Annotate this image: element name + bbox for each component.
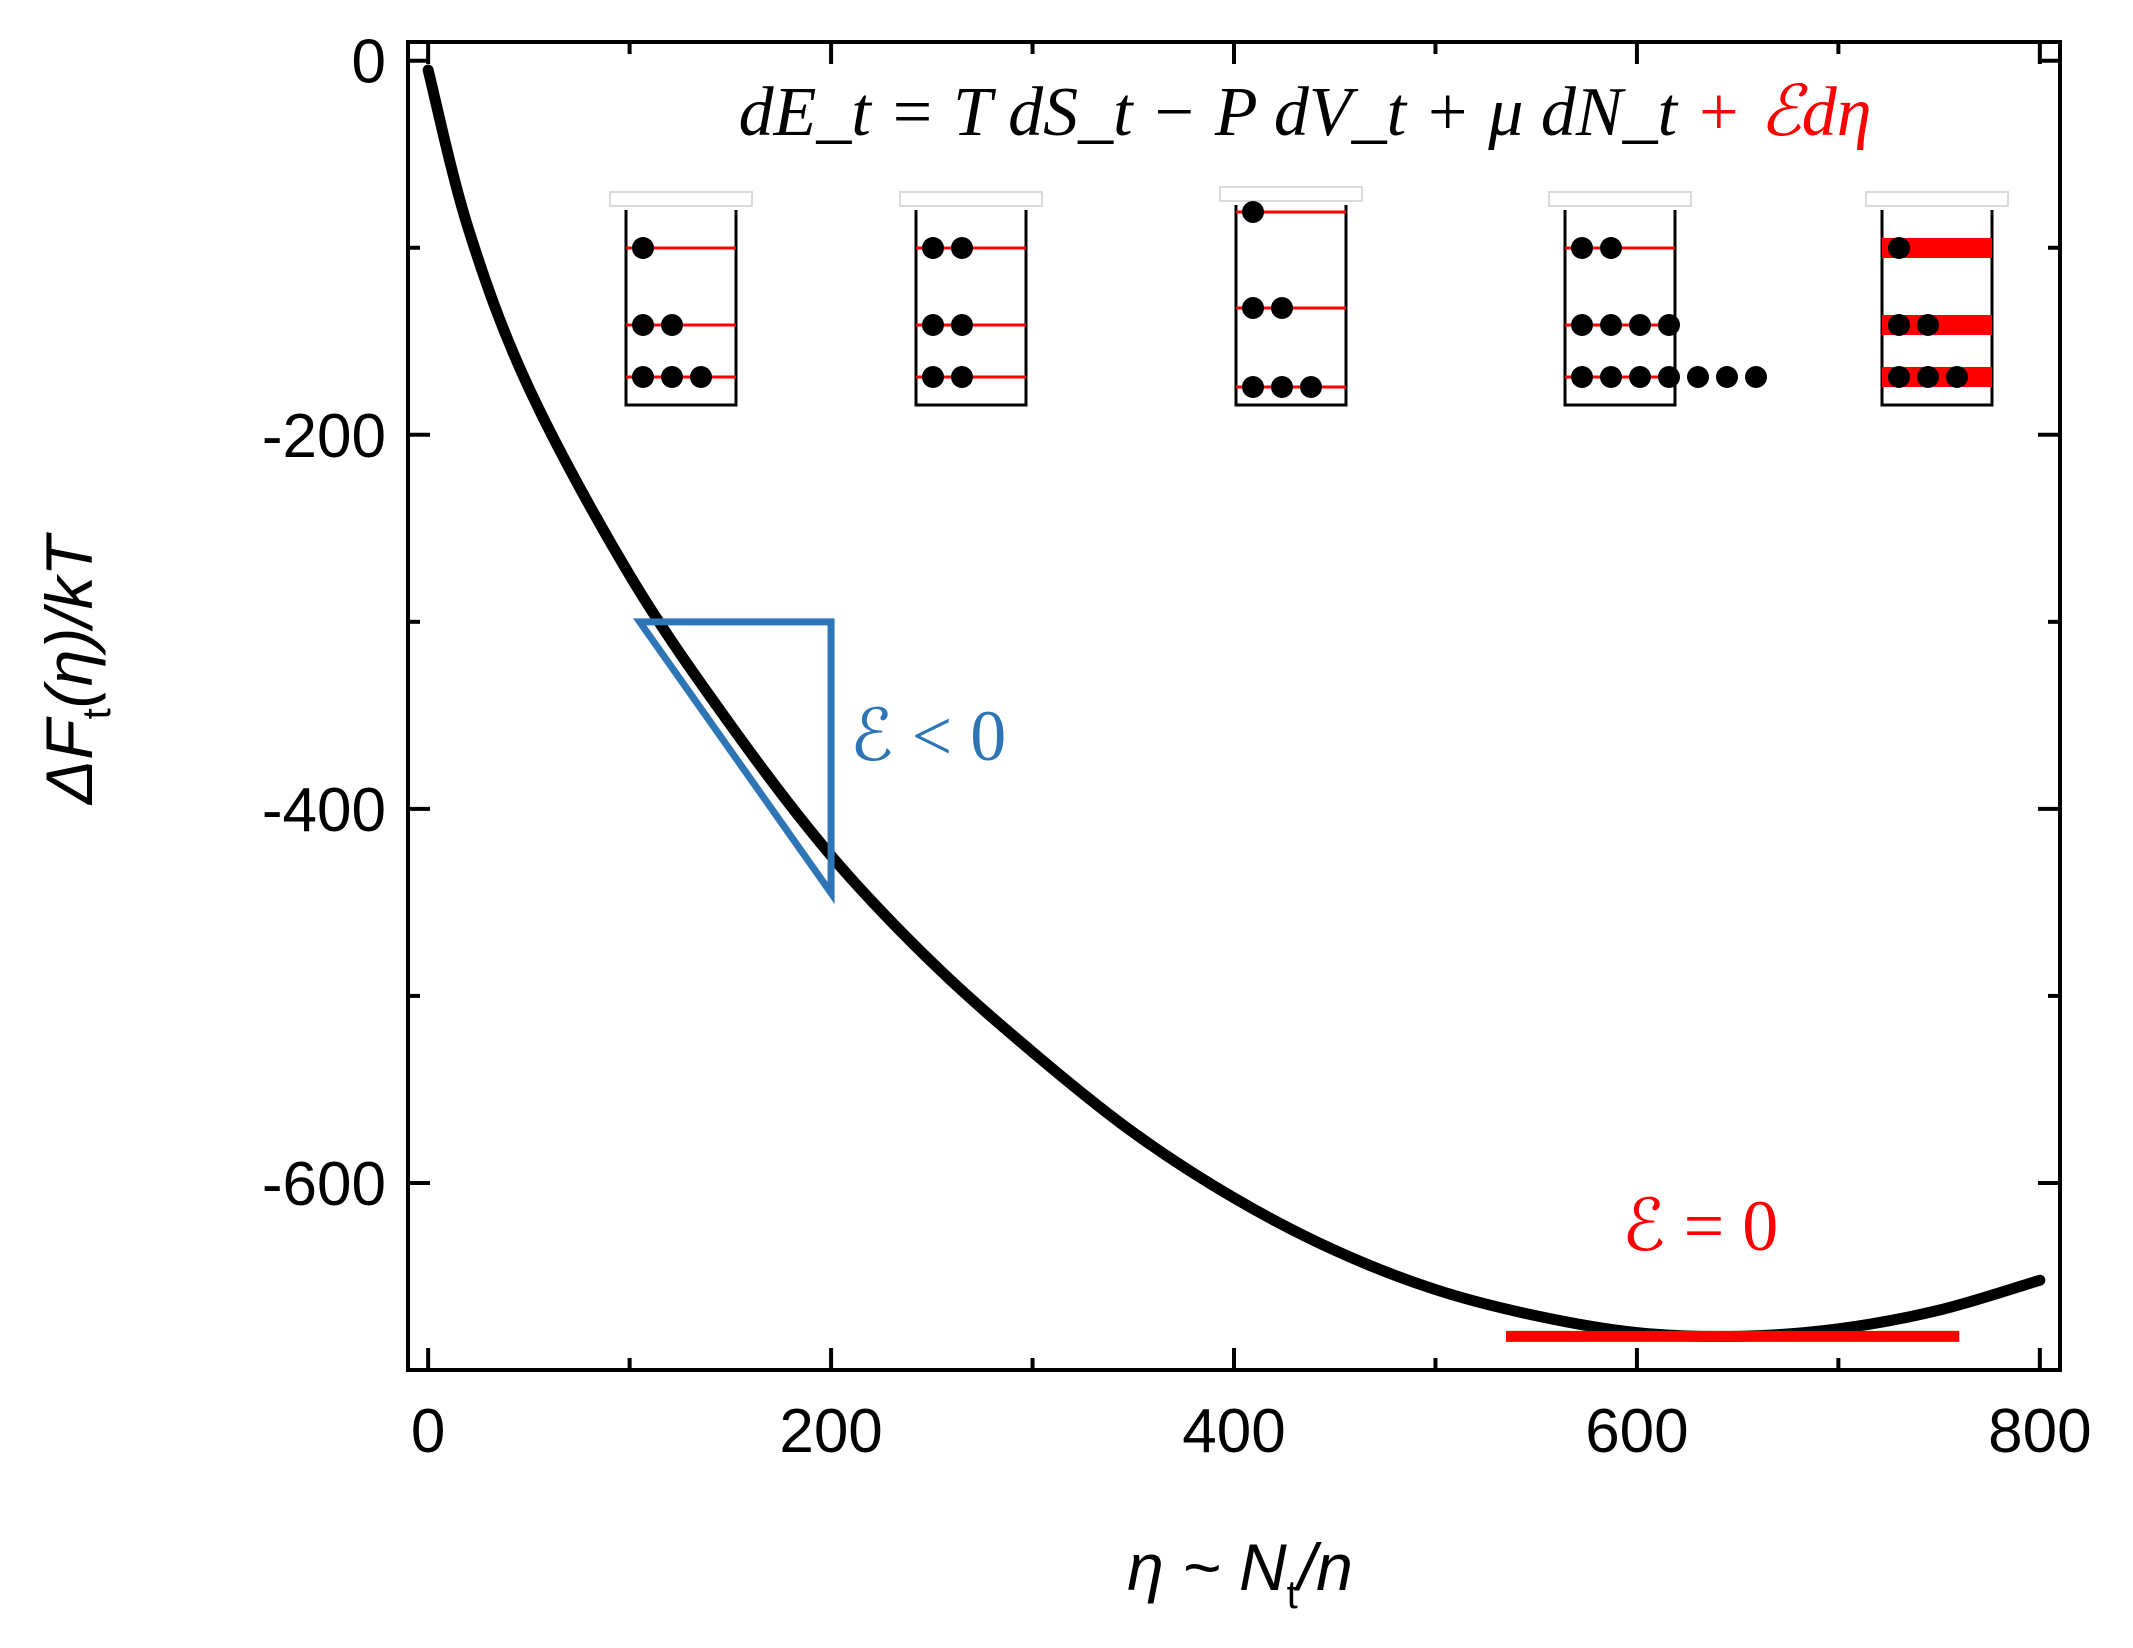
box-lid [609,191,753,207]
particle-dot [1242,297,1264,319]
particle-dot [1716,366,1738,388]
particle-dot [1242,201,1264,223]
particle-dot [1687,366,1709,388]
particle-dot [1658,366,1680,388]
particle-dot [1571,366,1593,388]
plot-frame [406,40,2062,1372]
box-container [624,210,738,407]
y-axis-title-sub: t [75,708,119,719]
particle-dot [1571,314,1593,336]
particle-dot [1629,314,1651,336]
x-tick-label: 600 [1585,1397,1688,1466]
particle-dot [632,366,654,388]
particle-dot [1917,314,1939,336]
particle-dot [1745,366,1767,388]
y-axis-title: ΔFt(η)/kT [32,531,119,806]
particle-dot [1271,376,1293,398]
x-axis-title-sub: t [1287,1573,1298,1617]
box-container [914,210,1028,407]
particle-dot [1888,314,1910,336]
equation-black-part: dE_t = T dS_t − P dV_t + μ dN_t [739,74,1679,151]
annotations-group [632,618,1960,1342]
x-tick-label: 200 [779,1397,882,1466]
box-container [1880,210,1994,407]
particle-dot [922,314,944,336]
x-axis-title-pre: η ~ N [1127,1530,1287,1604]
particle-dot [951,314,973,336]
y-axis-title-pre: ΔF [32,716,106,806]
box-lid [1219,186,1363,202]
equation-red-part: + ℰdη [1695,74,1872,151]
particle-dot [1888,237,1910,259]
x-axis-title-post: /n [1294,1530,1353,1604]
particle-dot [1600,366,1622,388]
particle-dot [1946,366,1968,388]
particle-dot [632,314,654,336]
particle-dot [1629,366,1651,388]
particle-dot [922,237,944,259]
particle-dot [1242,376,1264,398]
ticks-group: 0 200 400 600 800 0 -200 -400 -600 [262,28,2092,1466]
particle-dot [951,366,973,388]
particle-dot [1271,297,1293,319]
y-tick-label: -400 [262,776,386,845]
particle-dot [1571,237,1593,259]
particle-dot [1917,366,1939,388]
box-lid [899,191,1043,207]
box-container [1234,205,1348,407]
equation-annotation: dE_t = T dS_t − P dV_t + μ dN_t + ℰdη [739,74,1872,151]
zero-slope-label: ℰ = 0 [1622,1186,1778,1266]
negative-slope-triangle [632,618,835,905]
particle-dot [632,237,654,259]
free-energy-curve [422,64,2046,1343]
box-lid [1865,191,2009,207]
box-lid [1548,191,1692,207]
y-tick-label: -600 [262,1150,386,1219]
particle-dot [690,366,712,388]
particle-dot [922,366,944,388]
y-axis-title-post: (η)/kT [32,531,106,708]
particle-dot [1600,314,1622,336]
y-tick-label: 0 [352,28,386,97]
particle-dot [1300,376,1322,398]
x-axis-title: η ~ Nt/n [1127,1530,1353,1617]
particle-dot [661,314,683,336]
axes-group [406,40,2062,1372]
schematic-boxes-group [609,186,2009,407]
particle-dot [1658,314,1680,336]
y-tick-label: -200 [262,402,386,471]
particle-dot [1600,237,1622,259]
x-tick-label: 800 [1988,1397,2091,1466]
negative-slope-label: ℰ < 0 [850,696,1006,776]
series-group [422,64,2046,1343]
particle-dot [1888,366,1910,388]
box-container [1563,210,1677,407]
particle-dot [661,366,683,388]
x-tick-label: 400 [1182,1397,1285,1466]
particle-dot [951,237,973,259]
x-tick-label: 0 [411,1397,445,1466]
